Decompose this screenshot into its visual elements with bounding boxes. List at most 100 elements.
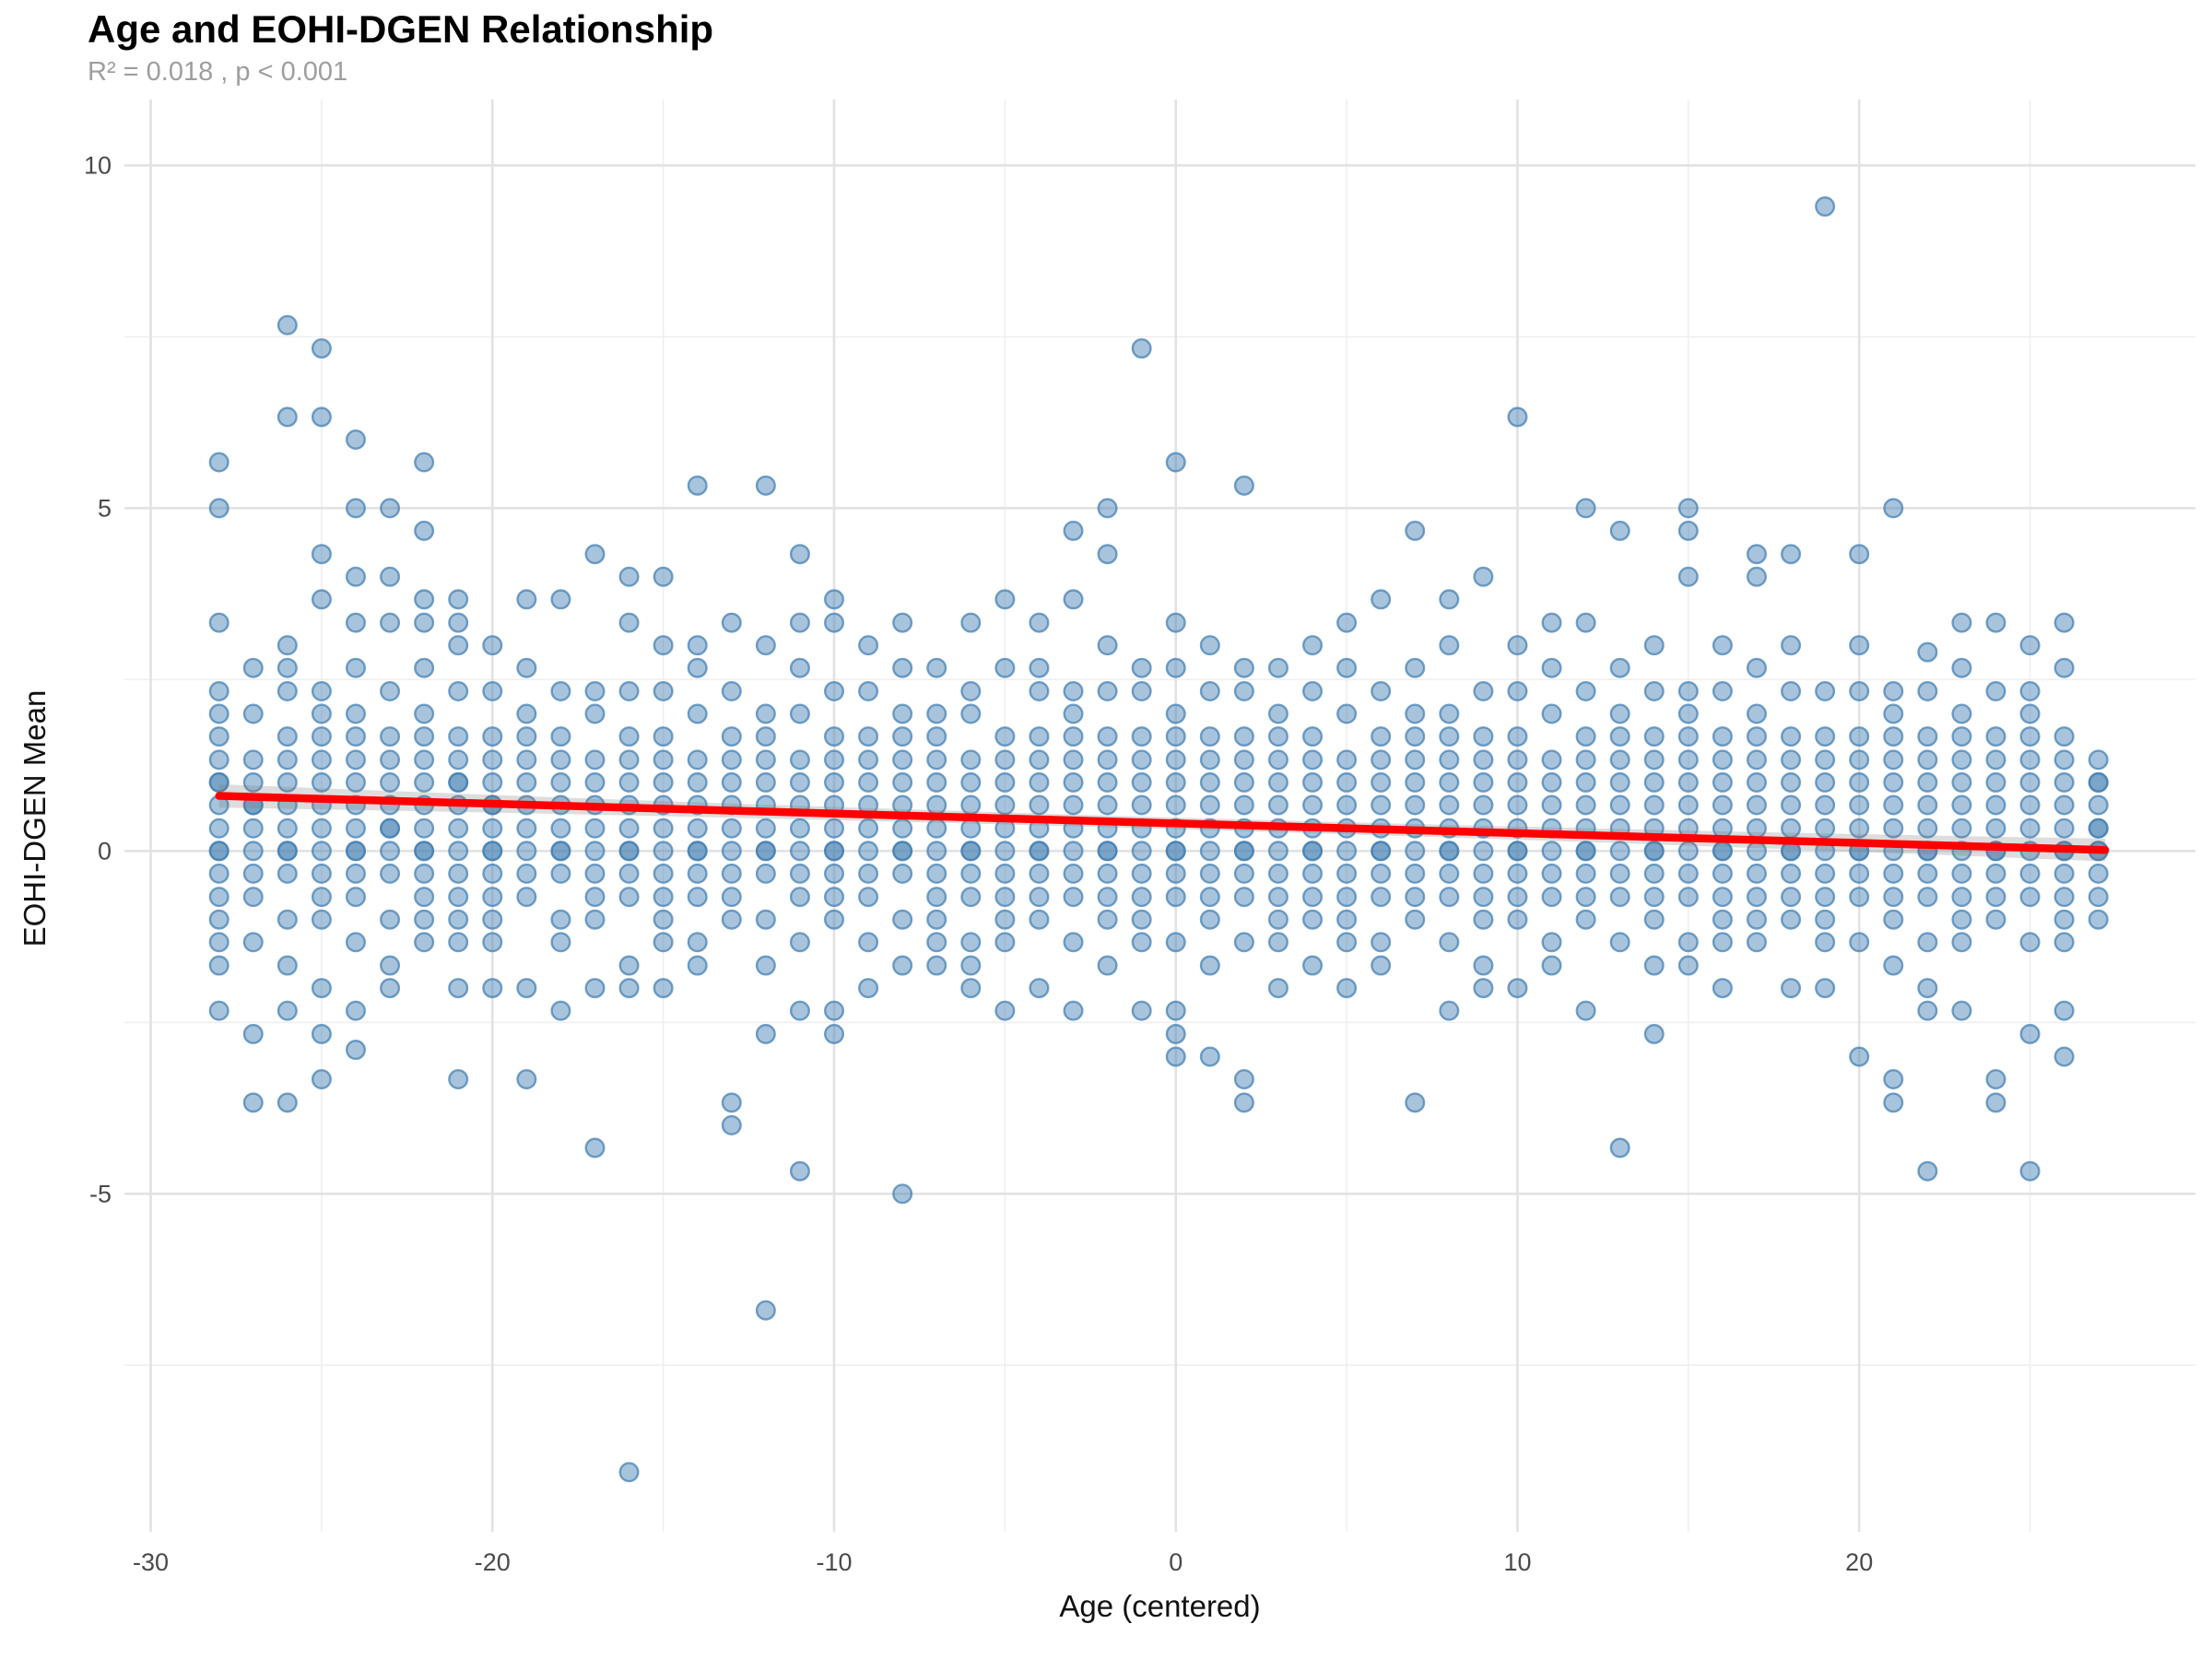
data-point xyxy=(653,680,674,701)
data-point xyxy=(550,863,571,884)
regression-line xyxy=(215,792,2110,854)
data-point xyxy=(1131,863,1152,884)
data-point xyxy=(584,887,606,908)
data-point xyxy=(584,1137,606,1159)
data-point xyxy=(824,863,845,884)
data-point xyxy=(208,863,229,884)
data-point xyxy=(1439,771,1460,793)
data-point xyxy=(1541,955,1562,976)
data-point xyxy=(1267,657,1288,678)
data-point xyxy=(584,818,606,839)
data-point xyxy=(345,863,366,884)
data-point xyxy=(1131,749,1152,771)
data-point xyxy=(2053,612,2075,633)
data-point xyxy=(516,657,537,678)
data-point xyxy=(2019,680,2041,701)
data-point xyxy=(1165,932,1186,953)
data-point xyxy=(242,657,264,678)
data-point xyxy=(1267,909,1288,930)
data-point xyxy=(1815,771,1836,793)
data-point xyxy=(721,771,742,793)
data-point xyxy=(448,612,469,633)
data-point xyxy=(1029,794,1050,816)
data-point xyxy=(1405,887,1426,908)
data-point xyxy=(1267,841,1288,862)
data-point xyxy=(414,771,435,793)
data-point xyxy=(414,612,435,633)
data-point xyxy=(1951,818,1972,839)
data-point xyxy=(687,749,708,771)
data-point xyxy=(1575,612,1596,633)
data-point xyxy=(1951,726,1972,747)
data-point xyxy=(1917,726,1938,747)
data-point xyxy=(345,771,366,793)
data-point xyxy=(1883,749,1904,771)
data-point xyxy=(1233,680,1254,701)
data-point xyxy=(618,978,640,999)
data-point xyxy=(1267,932,1288,953)
data-point xyxy=(1677,749,1699,771)
data-point xyxy=(1815,196,1836,218)
data-point xyxy=(276,818,298,839)
data-point xyxy=(1917,641,1938,663)
data-point xyxy=(1131,680,1152,701)
data-point xyxy=(653,909,674,930)
data-point xyxy=(208,932,229,953)
data-point xyxy=(1131,657,1152,678)
data-point xyxy=(208,749,229,771)
data-point xyxy=(1746,909,1767,930)
data-point xyxy=(1165,1046,1186,1067)
data-point xyxy=(1951,703,1972,724)
data-point xyxy=(1677,726,1699,747)
data-point xyxy=(380,749,401,771)
data-point xyxy=(1302,726,1324,747)
data-point xyxy=(618,566,640,587)
data-point xyxy=(1815,863,1836,884)
data-point xyxy=(1405,863,1426,884)
data-point xyxy=(1302,955,1324,976)
data-point xyxy=(1985,749,2006,771)
data-point xyxy=(345,1000,366,1021)
data-point xyxy=(892,955,913,976)
data-point xyxy=(789,657,810,678)
data-point xyxy=(380,818,401,839)
data-point xyxy=(1746,749,1767,771)
data-point xyxy=(380,680,401,701)
data-point xyxy=(448,726,469,747)
data-point xyxy=(653,726,674,747)
data-point xyxy=(1643,794,1665,816)
data-point xyxy=(1677,794,1699,816)
data-point xyxy=(1063,726,1084,747)
data-point xyxy=(789,1000,810,1021)
data-point xyxy=(1575,841,1596,862)
data-point xyxy=(1199,749,1220,771)
data-point xyxy=(1541,841,1562,862)
data-point xyxy=(721,909,742,930)
data-point xyxy=(1371,749,1392,771)
data-point xyxy=(789,887,810,908)
data-point xyxy=(1405,726,1426,747)
data-point xyxy=(1951,749,1972,771)
data-point xyxy=(1712,749,1733,771)
data-point xyxy=(755,635,776,656)
data-point xyxy=(1029,771,1050,793)
data-point xyxy=(1507,794,1528,816)
data-point xyxy=(1267,726,1288,747)
data-point xyxy=(1609,841,1630,862)
data-point xyxy=(1405,657,1426,678)
data-point xyxy=(1131,887,1152,908)
data-point xyxy=(276,749,298,771)
data-point xyxy=(482,726,503,747)
data-point xyxy=(858,726,879,747)
data-point xyxy=(311,749,332,771)
data-point xyxy=(1677,498,1699,519)
data-point xyxy=(1643,635,1665,656)
data-point xyxy=(311,406,332,428)
data-point xyxy=(1883,863,1904,884)
data-point xyxy=(1849,818,1870,839)
data-point xyxy=(1233,657,1254,678)
data-point xyxy=(755,1300,776,1321)
data-point xyxy=(1233,1092,1254,1113)
data-point xyxy=(1439,887,1460,908)
data-point xyxy=(276,841,298,862)
